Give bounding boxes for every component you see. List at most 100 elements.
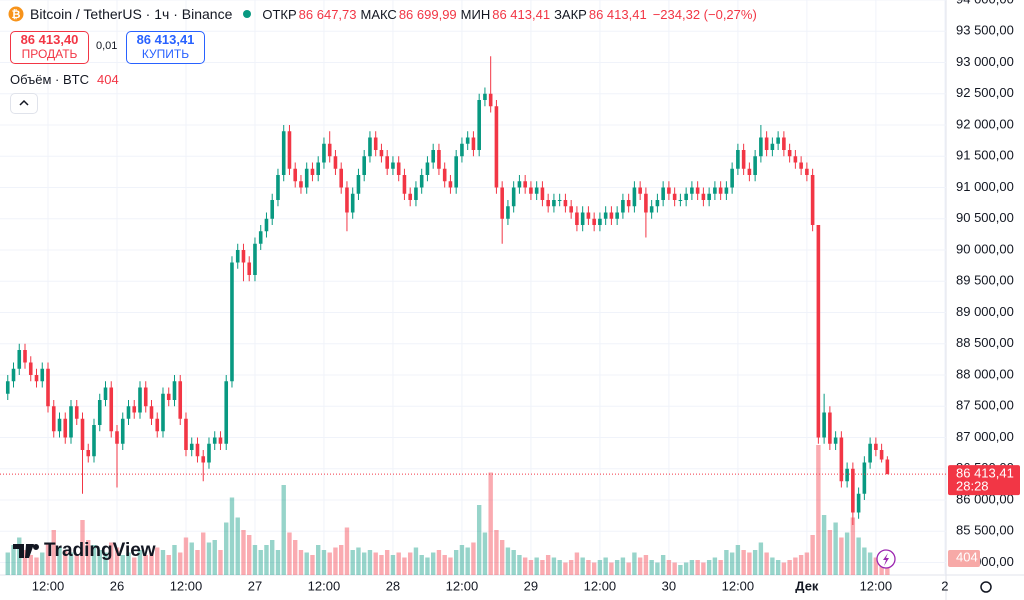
- candle-body: [51, 406, 56, 432]
- volume-bar: [672, 562, 677, 575]
- x-tick-label: 28: [386, 578, 400, 593]
- candle-body: [408, 193, 412, 200]
- candle-body: [638, 187, 642, 194]
- y-tick-label: 93 500,00: [956, 23, 1014, 38]
- last-price-label: 86 413,41: [956, 466, 1014, 481]
- candle-body: [5, 381, 10, 394]
- y-tick-label: 87 500,00: [956, 398, 1014, 413]
- candle-body: [391, 162, 395, 169]
- candle-body: [448, 181, 453, 188]
- x-tick-label: 27: [248, 578, 262, 593]
- y-tick-label: 92 500,00: [956, 85, 1014, 100]
- volume-bar: [609, 562, 614, 575]
- collapse-button[interactable]: [10, 93, 38, 114]
- candle-body: [557, 200, 562, 201]
- volume-bar: [235, 517, 240, 575]
- candle-body: [517, 181, 522, 188]
- candle-body: [759, 137, 763, 157]
- candle-body: [235, 250, 240, 263]
- volume-bar: [563, 562, 568, 575]
- candle-body: [304, 168, 309, 188]
- svg-text:₿: ₿: [12, 9, 21, 21]
- candle-body: [787, 150, 792, 157]
- volume-bar: [316, 545, 321, 575]
- volume-bar: [160, 550, 166, 575]
- volume-label-box: [948, 550, 980, 567]
- candle-body: [511, 187, 516, 207]
- volume-bar: [718, 560, 723, 575]
- candle-body: [592, 218, 596, 225]
- volume-bar: [729, 552, 735, 575]
- candle-body: [103, 387, 108, 400]
- volume-bar: [816, 445, 821, 575]
- volume-bar: [511, 550, 516, 575]
- candle-body: [874, 443, 878, 450]
- volume-bar: [86, 540, 91, 575]
- candle-body: [552, 200, 556, 207]
- volume-bar: [528, 560, 534, 575]
- volume-bar: [80, 520, 85, 575]
- volume-bar: [442, 555, 447, 575]
- volume-bar: [178, 552, 183, 575]
- candle-body: [385, 156, 389, 169]
- volume-bar: [764, 552, 769, 575]
- candle-body: [667, 187, 671, 194]
- sell-button[interactable]: 86 413,40 ПРОДАТЬ: [10, 31, 89, 64]
- candle-body: [534, 187, 539, 194]
- candle-body: [11, 368, 16, 382]
- candle-body: [736, 150, 740, 169]
- volume-bar: [218, 550, 223, 575]
- candle-body: [356, 175, 361, 194]
- volume-bar: [482, 532, 488, 575]
- volume-bar: [166, 555, 171, 575]
- volume-bar: [45, 542, 51, 575]
- y-tick-label: 92 000,00: [956, 116, 1014, 131]
- candle-body: [580, 212, 585, 225]
- volume-label: 404: [956, 549, 978, 564]
- candle-body: [822, 412, 826, 438]
- volume-bar: [103, 552, 108, 575]
- y-tick-label: 93 000,00: [956, 54, 1014, 69]
- candle-body: [350, 193, 355, 213]
- candle-body: [598, 218, 602, 225]
- y-tick-label: 89 500,00: [956, 273, 1014, 288]
- volume-bar: [586, 560, 591, 575]
- volume-bar: [293, 540, 298, 575]
- candle-body: [161, 393, 165, 432]
- candle-body: [28, 362, 33, 375]
- candle-body: [195, 443, 200, 457]
- volume-bar: [850, 517, 856, 575]
- candle-body: [120, 418, 125, 444]
- volume-bar: [275, 550, 281, 575]
- volume-bar: [132, 557, 137, 575]
- legend-value: 86 699,99: [398, 6, 457, 22]
- candle-body: [23, 350, 27, 363]
- volume-bar: [597, 560, 603, 575]
- volume-bar: [798, 555, 804, 575]
- volume-bar: [68, 552, 74, 575]
- candle-body: [621, 200, 625, 213]
- buy-button[interactable]: 86 413,41 КУПИТЬ: [126, 31, 205, 64]
- candle-body: [281, 131, 286, 175]
- candle-body: [419, 175, 424, 188]
- candle-body: [339, 168, 344, 188]
- volume-bar: [660, 555, 666, 575]
- legend-value: 86 647,73: [298, 6, 357, 22]
- volume-bar: [476, 505, 482, 575]
- volume-bar: [430, 552, 436, 575]
- candle-layer: [5, 56, 890, 525]
- volume-bar: [183, 537, 189, 575]
- volume-bar: [22, 550, 28, 575]
- candle-body: [178, 381, 183, 419]
- volume-bar: [499, 540, 505, 575]
- grid: [0, 0, 946, 575]
- candle-body: [575, 212, 579, 225]
- candle-body: [471, 137, 476, 150]
- volume-bar: [114, 547, 120, 575]
- volume-bar: [281, 485, 286, 575]
- volume-bar: [471, 542, 476, 575]
- volume-bar: [655, 562, 660, 575]
- candle-body: [172, 381, 177, 400]
- candle-body: [701, 193, 706, 200]
- legend-label: МАКС: [360, 6, 397, 22]
